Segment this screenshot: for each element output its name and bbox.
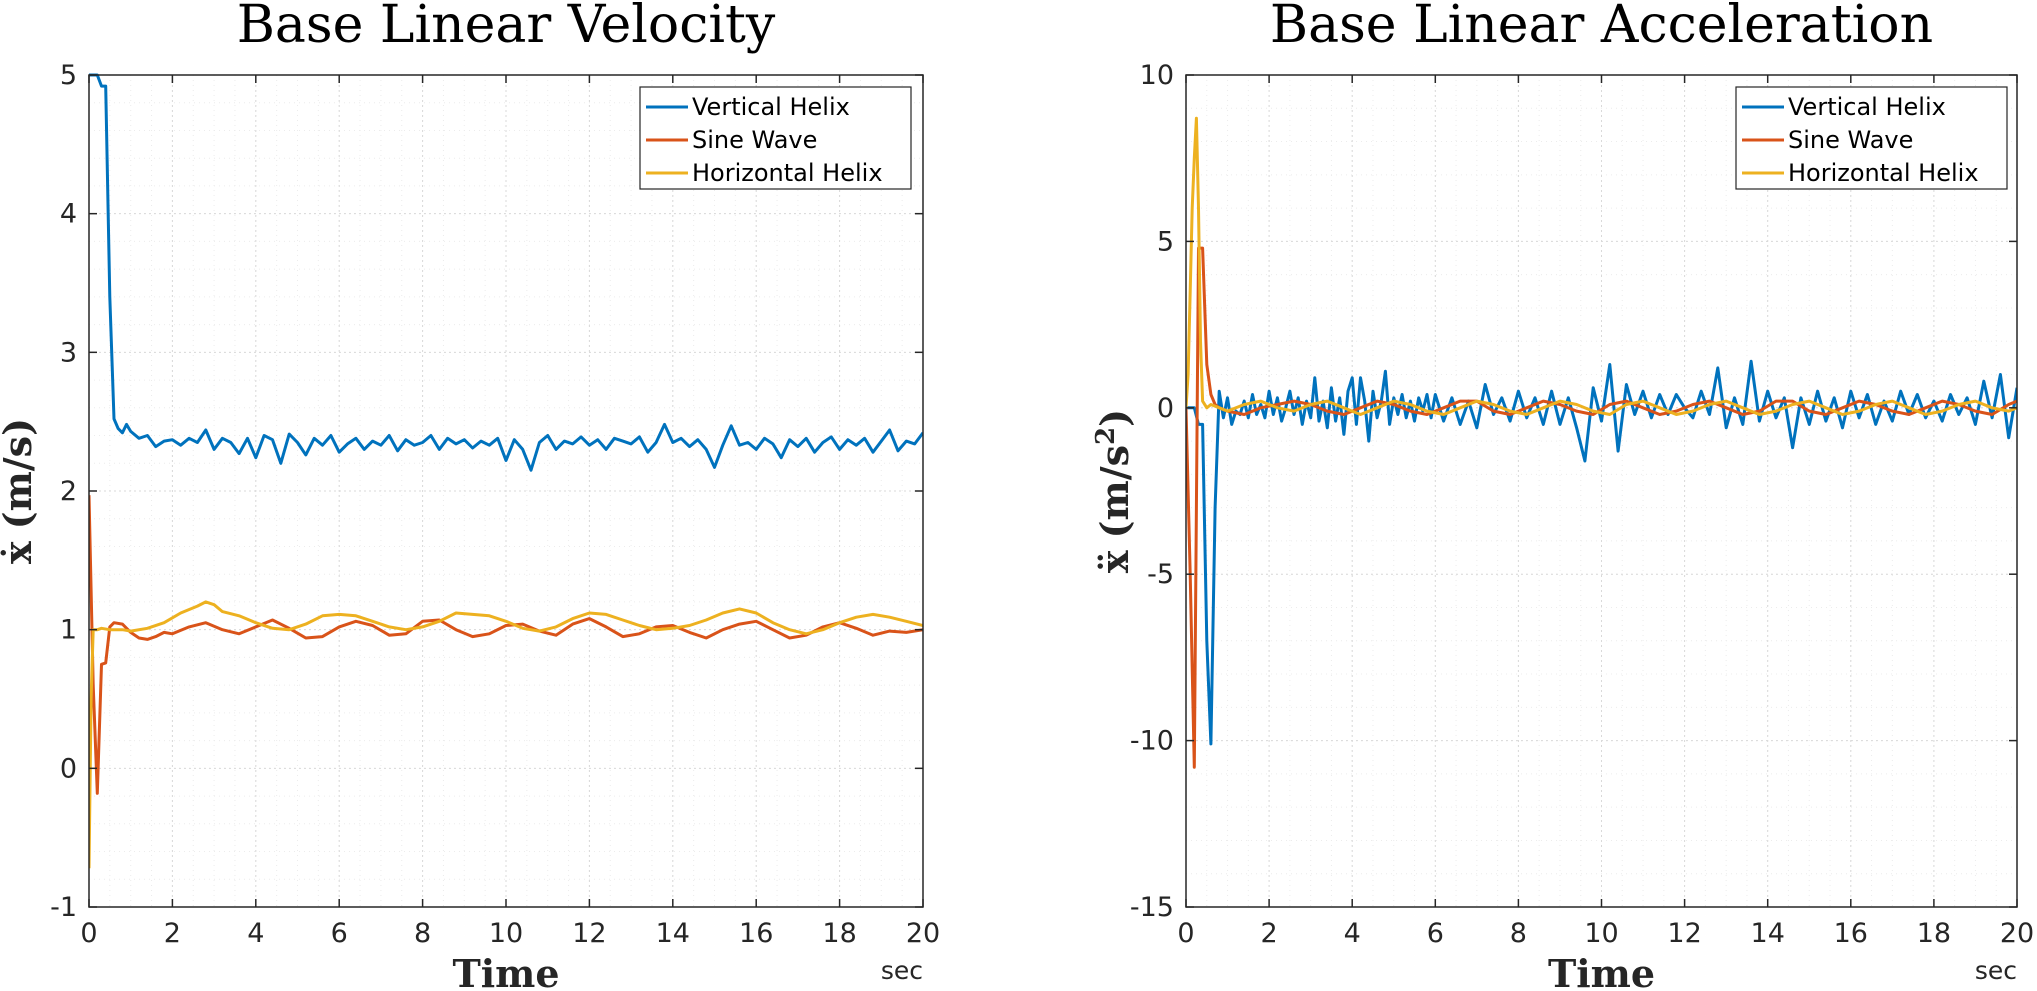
x-tick-label: 12 — [1667, 918, 1701, 949]
legend-label-horizontal-helix: Horizontal Helix — [692, 159, 883, 187]
chart-title: Base Linear Acceleration — [1270, 0, 1933, 55]
series-line-horizontal-helix — [89, 600, 923, 869]
plot-area — [1186, 116, 2017, 769]
x-tick-label: 14 — [656, 918, 690, 949]
x-tick-label: 18 — [822, 918, 856, 949]
acceleration-panel: 0 2 4 6 8 10 12 14 16 18 20 -15 -10 -5 0 5 10 sec Base Lin… — [1091, 0, 2034, 991]
x-axis-label: Time — [1548, 951, 1655, 991]
x-unit-label: sec — [1975, 956, 2017, 985]
legend-label-sine-wave: Sine Wave — [1788, 126, 1913, 154]
legend-label-vertical-helix: Vertical Helix — [692, 93, 850, 121]
y-tick-label: 0 — [60, 753, 77, 784]
y-tick-label: -10 — [1130, 726, 1174, 757]
y-axis-unit-close: ) — [1092, 409, 1137, 427]
y-tick-label: 1 — [60, 615, 77, 646]
legend: Vertical Helix Sine Wave Horizontal Helix — [1735, 86, 2008, 190]
x-tick-label: 2 — [164, 918, 181, 949]
y-tick-label: -5 — [1147, 559, 1174, 590]
x-tick-label: 6 — [331, 918, 348, 949]
x-tick-label: 8 — [1510, 918, 1527, 949]
y-tick-label: 2 — [60, 476, 77, 507]
x-tick-label: 14 — [1751, 918, 1785, 949]
y-tick-label: 4 — [60, 199, 77, 230]
axes: 0 2 4 6 8 10 12 14 16 18 20 -15 -10 -5 0 5 10 — [1130, 60, 2034, 949]
x-tick-label: 20 — [2000, 918, 2034, 949]
legend: Vertical Helix Sine Wave Horizontal Helix — [639, 86, 912, 190]
x-tick-label: 10 — [1584, 918, 1618, 949]
y-axis-unit: (m/s — [1092, 445, 1137, 538]
series-line-vertical-helix — [89, 73, 923, 472]
x-tick-label: 12 — [572, 918, 606, 949]
x-tick-label: 0 — [1177, 918, 1194, 949]
series-line-horizontal-helix — [1186, 116, 2017, 416]
x-tick-label: 16 — [739, 918, 773, 949]
x-tick-label: 20 — [906, 918, 940, 949]
y-axis-unit: (m/s) — [0, 418, 40, 529]
x-tick-label: 0 — [80, 918, 97, 949]
x-unit-label: sec — [881, 956, 923, 985]
y-tick-label: 5 — [1157, 226, 1174, 257]
legend-label-vertical-helix: Vertical Helix — [1788, 93, 1946, 121]
y-tick-label: -1 — [50, 892, 77, 923]
x-tick-label: 18 — [1917, 918, 1951, 949]
x-axis-label: Time — [452, 951, 559, 991]
chart-title: Base Linear Velocity — [237, 0, 776, 55]
x-tick-label: 4 — [1344, 918, 1361, 949]
plot-area — [89, 73, 923, 869]
grid — [1185, 74, 2018, 908]
series-line-sine-wave — [1186, 246, 2017, 769]
y-tick-label: 10 — [1140, 60, 1174, 91]
y-axis-unit-superscript: 2 — [1091, 427, 1121, 445]
y-tick-label: 0 — [1157, 393, 1174, 424]
y-tick-label: 5 — [60, 60, 77, 91]
y-tick-label: -15 — [1130, 892, 1174, 923]
x-tick-label: 16 — [1834, 918, 1868, 949]
y-axis-label: ẍ (m/s2) — [1091, 409, 1137, 573]
series-line-sine-wave — [89, 495, 923, 795]
x-tick-label: 8 — [414, 918, 431, 949]
x-tick-label: 2 — [1261, 918, 1278, 949]
legend-label-sine-wave: Sine Wave — [692, 126, 817, 154]
grid — [88, 74, 924, 908]
x-tick-label: 10 — [489, 918, 523, 949]
legend-label-horizontal-helix: Horizontal Helix — [1788, 159, 1979, 187]
y-axis-label: ẋ (m/s) — [0, 418, 40, 564]
x-tick-label: 6 — [1427, 918, 1444, 949]
y-axis-symbol: ẍ — [1092, 550, 1137, 573]
y-axis-symbol: ẋ — [0, 541, 40, 564]
y-tick-label: 3 — [60, 337, 77, 368]
x-tick-label: 4 — [247, 918, 264, 949]
